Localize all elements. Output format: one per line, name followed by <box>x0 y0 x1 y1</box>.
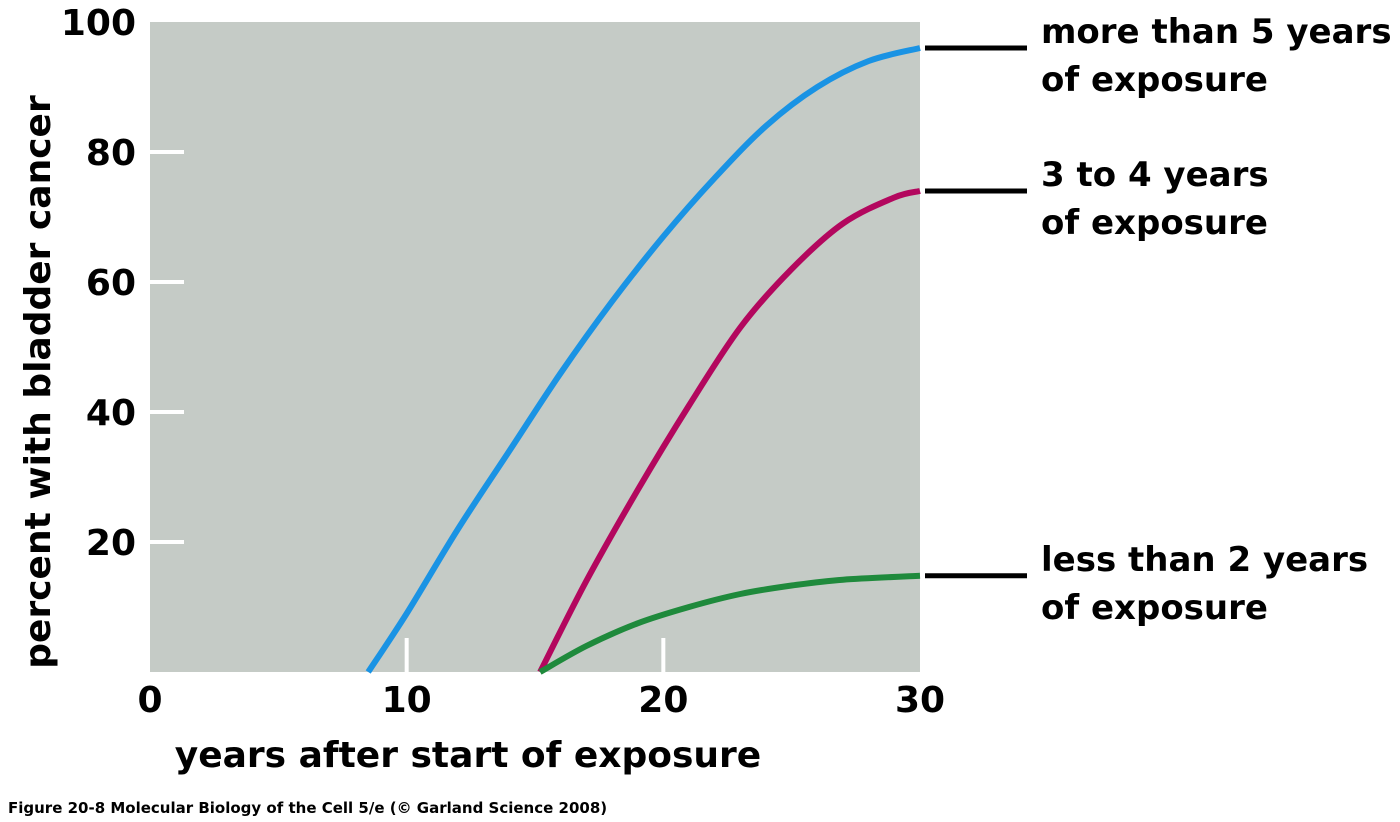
axis-ticks: 20 40 60 80 100 0 10 20 30 <box>61 3 945 721</box>
y-axis-title: percent with bladder cancer <box>18 95 59 669</box>
y-tick-label: 60 <box>86 263 136 304</box>
series-label: of exposure <box>1041 203 1268 243</box>
series-labels: more than 5 years of exposure 3 to 4 years… <box>925 12 1392 628</box>
series-line <box>538 572 921 675</box>
series-curves <box>365 45 921 675</box>
series-label: of exposure <box>1041 60 1268 100</box>
x-tick-label: 10 <box>382 680 432 721</box>
y-tick-label: 40 <box>86 393 136 434</box>
series-line <box>365 45 921 674</box>
y-tick-label: 100 <box>61 3 136 44</box>
x-tick-label: 0 <box>137 680 162 721</box>
x-tick-label: 30 <box>895 680 945 721</box>
y-tick-label: 80 <box>86 133 136 174</box>
x-axis-title: years after start of exposure <box>175 735 761 776</box>
series-label: 3 to 4 years <box>1041 155 1269 195</box>
plot-area <box>150 22 920 672</box>
series-line <box>537 188 921 674</box>
y-tick-label: 20 <box>86 523 136 564</box>
figure-caption: Figure 20-8 Molecular Biology of the Cel… <box>8 799 607 817</box>
x-tick-label: 20 <box>638 680 688 721</box>
series-label: of exposure <box>1041 588 1268 628</box>
series-label: more than 5 years <box>1041 12 1392 52</box>
series-label: less than 2 years <box>1041 540 1368 580</box>
